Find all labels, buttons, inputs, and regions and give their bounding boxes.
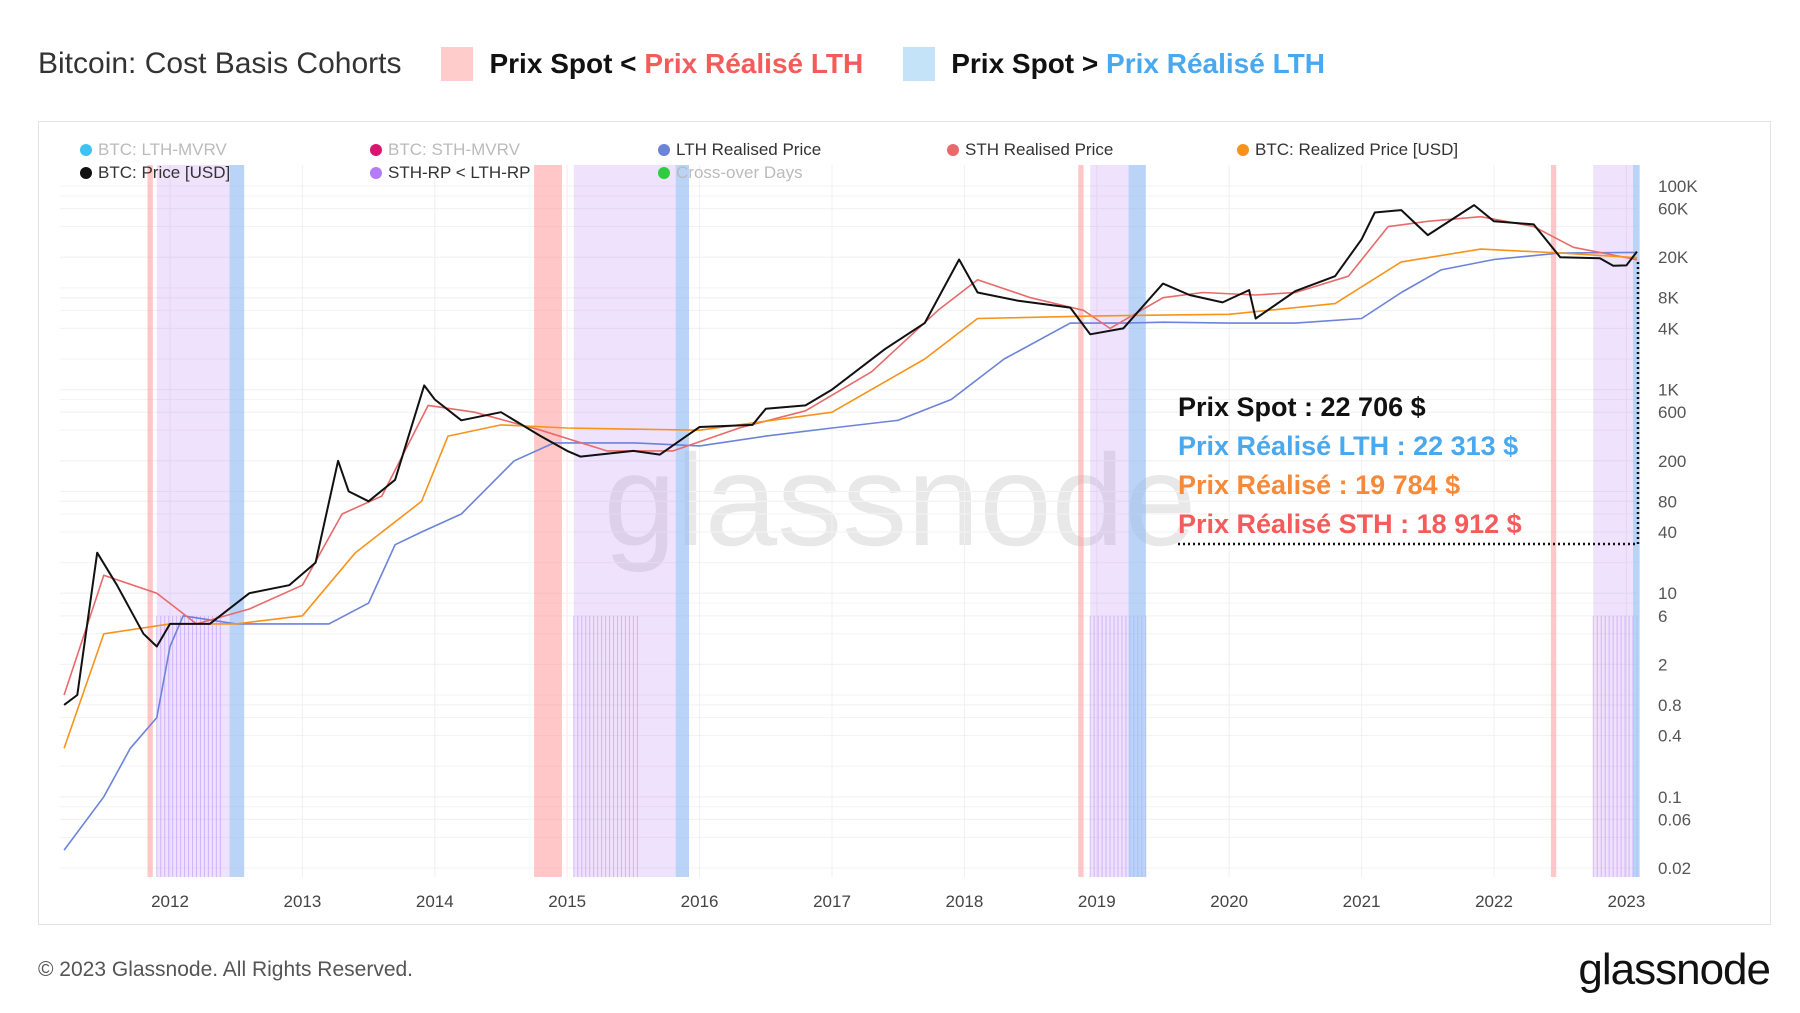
- legend-item[interactable]: Cross-over Days: [658, 163, 803, 183]
- watermark: glassnode: [604, 427, 1197, 573]
- legend-suffix: Prix Réalisé LTH: [644, 48, 864, 79]
- y-tick-label: 40: [1658, 523, 1677, 542]
- x-tick-label: 2021: [1343, 892, 1381, 911]
- y-tick-label: 600: [1658, 403, 1686, 422]
- x-tick-label: 2019: [1078, 892, 1116, 911]
- y-tick-label: 10: [1658, 584, 1677, 603]
- series-line-btc-price-usd-: [63, 204, 1638, 706]
- x-tick-label: 2016: [681, 892, 719, 911]
- legend-dot-icon: [658, 144, 670, 156]
- annotation-sth: Prix Réalisé STH : 18 912 $: [1178, 509, 1522, 539]
- legend-dot-icon: [370, 144, 382, 156]
- legend-spot-below-lth: Prix Spot < Prix Réalisé LTH: [489, 48, 863, 80]
- legend-swatch-red: [441, 47, 474, 81]
- y-tick-label: 2: [1658, 655, 1667, 674]
- annotation-realized: Prix Réalisé : 19 784 $: [1178, 470, 1461, 500]
- band-spot-above-lth: [675, 165, 690, 877]
- legend-item[interactable]: STH Realised Price: [947, 140, 1113, 160]
- legend-item[interactable]: BTC: Realized Price [USD]: [1237, 140, 1458, 160]
- legend-item[interactable]: STH-RP < LTH-RP: [370, 163, 530, 183]
- chart-header: Bitcoin: Cost Basis Cohorts Prix Spot < …: [38, 44, 1325, 84]
- legend-spot-above-lth: Prix Spot > Prix Réalisé LTH: [951, 48, 1325, 80]
- legend-label: STH-RP < LTH-RP: [388, 163, 531, 182]
- band-spot-below-lth: [1078, 165, 1084, 877]
- band-sth-below-lth: [573, 165, 690, 877]
- band-spot-below-lth: [147, 165, 153, 877]
- legend-prefix: Prix Spot <: [489, 48, 645, 79]
- chart-frame: [38, 121, 1771, 925]
- annotation-lth: Prix Réalisé LTH : 22 313 $: [1178, 431, 1519, 461]
- legend-dot-icon: [658, 167, 670, 179]
- legend-item[interactable]: BTC: LTH-MVRV: [80, 140, 227, 160]
- x-tick-label: 2012: [151, 892, 189, 911]
- legend-swatch-blue: [903, 47, 936, 81]
- y-tick-label: 6: [1658, 607, 1667, 626]
- series-line-lth-realised-price: [63, 251, 1638, 851]
- annotation-pointer-line: [1178, 260, 1640, 546]
- y-tick-label: 8K: [1658, 289, 1679, 308]
- legend-item[interactable]: BTC: Price [USD]: [80, 163, 230, 183]
- y-tick-label: 20K: [1658, 248, 1689, 267]
- band-sth-below-lth: [1593, 165, 1640, 877]
- y-tick-label: 60K: [1658, 200, 1689, 219]
- band-spot-below-lth: [1550, 165, 1557, 877]
- legend-dot-icon: [947, 144, 959, 156]
- y-tick-label: 0.02: [1658, 859, 1691, 878]
- band-spot-above-lth: [229, 165, 245, 877]
- x-tick-label: 2013: [283, 892, 321, 911]
- legend-label: BTC: Price [USD]: [98, 163, 231, 182]
- y-tick-label: 200: [1658, 452, 1686, 471]
- legend-label: BTC: Realized Price [USD]: [1255, 140, 1459, 159]
- annotation-spot: Prix Spot : 22 706 $: [1178, 392, 1426, 422]
- y-tick-label: 0.4: [1658, 727, 1682, 746]
- band-spot-above-lth: [1128, 165, 1146, 877]
- y-tick-label: 100K: [1658, 177, 1698, 196]
- legend-dot-icon: [80, 167, 92, 179]
- glassnode-logo: glassnode: [1578, 945, 1771, 994]
- legend-dot-icon: [1237, 144, 1249, 156]
- y-tick-label: 80: [1658, 492, 1677, 511]
- legend-suffix: Prix Réalisé LTH: [1106, 48, 1325, 79]
- x-tick-label: 2017: [813, 892, 851, 911]
- y-tick-label: 1K: [1658, 381, 1679, 400]
- x-tick-label: 2020: [1210, 892, 1248, 911]
- legend-label: STH Realised Price: [965, 140, 1114, 159]
- legend-label: BTC: STH-MVRV: [388, 140, 520, 159]
- band-spot-above-lth: [1633, 165, 1640, 877]
- y-tick-label: 0.8: [1658, 696, 1682, 715]
- x-tick-label: 2023: [1607, 892, 1645, 911]
- legend-item[interactable]: LTH Realised Price: [658, 140, 821, 160]
- chart-title: Bitcoin: Cost Basis Cohorts: [38, 47, 402, 80]
- legend-dot-icon: [370, 167, 382, 179]
- band-spot-below-lth: [534, 165, 562, 877]
- copyright: © 2023 Glassnode. All Rights Reserved.: [38, 958, 414, 981]
- y-tick-label: 0.1: [1658, 788, 1682, 807]
- legend-item[interactable]: BTC: STH-MVRV: [370, 140, 520, 160]
- x-tick-label: 2018: [945, 892, 983, 911]
- series-line-sth-realised-price: [63, 215, 1638, 696]
- series-line-btc-realized-price-usd-: [63, 248, 1638, 749]
- x-tick-label: 2022: [1475, 892, 1513, 911]
- legend-dot-icon: [80, 144, 92, 156]
- y-tick-label: 0.06: [1658, 810, 1691, 829]
- legend-prefix: Prix Spot >: [951, 48, 1107, 79]
- y-tick-label: 4K: [1658, 319, 1679, 338]
- legend-label: Cross-over Days: [676, 163, 803, 182]
- x-tick-label: 2014: [416, 892, 454, 911]
- legend-label: LTH Realised Price: [676, 140, 822, 159]
- x-tick-label: 2015: [548, 892, 586, 911]
- legend-label: BTC: LTH-MVRV: [98, 140, 227, 159]
